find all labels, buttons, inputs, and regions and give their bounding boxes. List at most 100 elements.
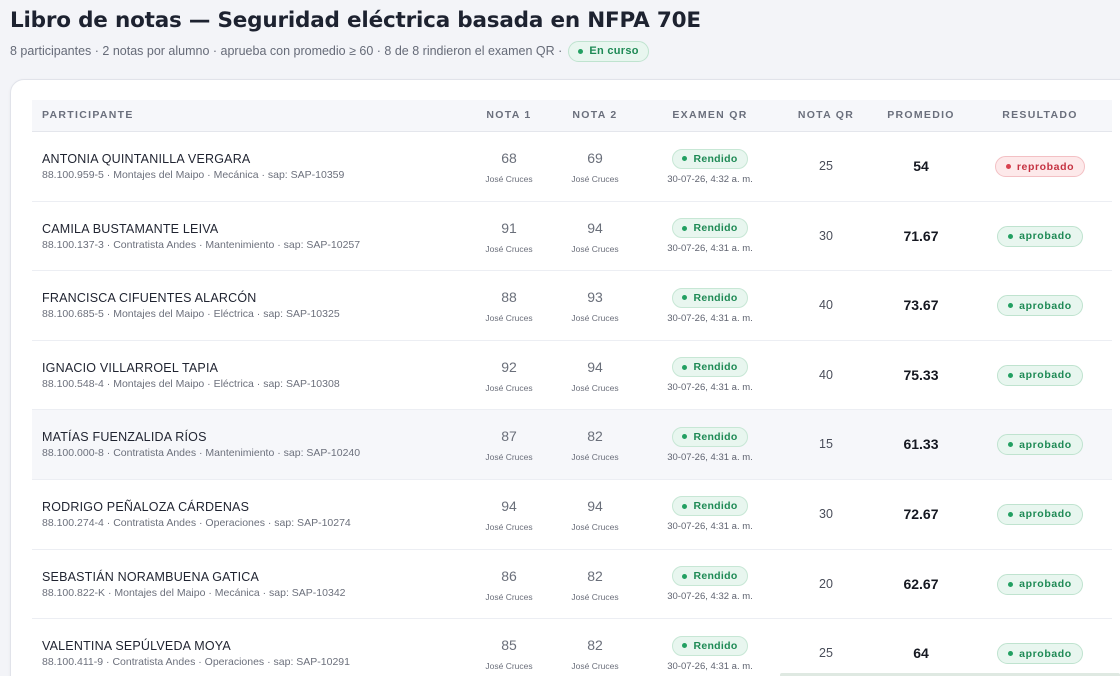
- table-row[interactable]: ANTONIA QUINTANILLA VERGARA 88.100.959-5 …: [32, 132, 1112, 202]
- col-nota2[interactable]: NOTA 2: [572, 109, 618, 121]
- grade-2-cell[interactable]: 94 José Cruces: [560, 220, 630, 254]
- status-dot-icon: [682, 573, 688, 579]
- grade-2-value[interactable]: 82: [587, 567, 603, 584]
- nota-qr-value: 25: [819, 646, 833, 661]
- grade-2-value[interactable]: 94: [587, 358, 603, 375]
- table-row[interactable]: RODRIGO PEÑALOZA CÁRDENAS 88.100.274-4 · …: [32, 480, 1112, 550]
- grade-1-value[interactable]: 87: [501, 428, 517, 445]
- participant-name[interactable]: VALENTINA SEPÚLVEDA MOYA: [42, 639, 231, 654]
- exam-status-badge: Rendido: [672, 287, 748, 308]
- participant-meta: 88.100.274-4 · Contratista Andes · Opera…: [42, 516, 351, 529]
- grade-2-cell[interactable]: 93 José Cruces: [560, 289, 630, 323]
- grade-2-cell[interactable]: 82 José Cruces: [560, 428, 630, 462]
- grade-1-value[interactable]: 86: [501, 567, 517, 584]
- participant-name[interactable]: MATÍAS FUENZALIDA RÍOS: [42, 430, 207, 445]
- col-nota-qr[interactable]: NOTA QR: [797, 109, 855, 121]
- participant-name[interactable]: CAMILA BUSTAMANTE LEIVA: [42, 221, 219, 236]
- status-dot-icon: [682, 503, 688, 509]
- exam-status-label: Rendido: [693, 361, 738, 374]
- table-header: PARTICIPANTE NOTA 1 NOTA 2 EXAMEN QR NOT…: [32, 100, 1112, 132]
- participant-name[interactable]: IGNACIO VILLARROEL TAPIA: [42, 360, 219, 375]
- grade-1-author: José Cruces: [485, 382, 533, 393]
- grade-2-value[interactable]: 93: [587, 289, 603, 306]
- exam-date: 30-07-26, 4:31 a. m.: [667, 660, 753, 672]
- table-row[interactable]: SEBASTIÁN NORAMBUENA GATICA 88.100.822-K …: [32, 550, 1112, 620]
- result-label: reprobado: [1016, 160, 1075, 173]
- grade-2-cell[interactable]: 94 José Cruces: [560, 498, 630, 532]
- grade-2-cell[interactable]: 69 José Cruces: [560, 150, 630, 184]
- col-resultado[interactable]: RESULTADO: [1002, 109, 1078, 121]
- nota-qr-value: 15: [819, 437, 833, 452]
- page-title: Libro de notas — Seguridad eléctrica bas…: [10, 8, 701, 33]
- grade-2-author: José Cruces: [571, 661, 619, 672]
- grade-1-cell[interactable]: 68 José Cruces: [474, 150, 544, 184]
- exam-status-label: Rendido: [693, 222, 738, 235]
- exam-status-label: Rendido: [693, 152, 738, 165]
- participant-name[interactable]: FRANCISCA CIFUENTES ALARCÓN: [42, 291, 257, 306]
- participant-meta: 88.100.822-K · Montajes del Maipo · Mecá…: [42, 586, 346, 599]
- grade-2-cell[interactable]: 82 José Cruces: [560, 568, 630, 602]
- bottom-toast-edge: [780, 673, 1120, 676]
- status-dot-icon: [682, 156, 688, 161]
- result-dot-icon: [1008, 511, 1014, 517]
- grade-1-cell[interactable]: 86 José Cruces: [474, 568, 544, 602]
- grade-2-author: José Cruces: [571, 521, 619, 532]
- grade-1-cell[interactable]: 94 José Cruces: [474, 498, 544, 532]
- grade-1-value[interactable]: 92: [501, 358, 517, 375]
- grade-1-cell[interactable]: 88 José Cruces: [474, 289, 544, 323]
- result-dot-icon: [1008, 442, 1014, 448]
- table-row[interactable]: FRANCISCA CIFUENTES ALARCÓN 88.100.685-5 …: [32, 271, 1112, 341]
- exam-date: 30-07-26, 4:31 a. m.: [667, 451, 753, 463]
- participant-meta: 88.100.411-9 · Contratista Andes · Opera…: [42, 656, 350, 669]
- result-cell: aprobado: [980, 225, 1100, 247]
- grade-1-value[interactable]: 68: [501, 150, 517, 166]
- exam-date: 30-07-26, 4:32 a. m.: [667, 173, 753, 185]
- grade-2-value[interactable]: 82: [587, 428, 603, 445]
- participant-name[interactable]: SEBASTIÁN NORAMBUENA GATICA: [42, 569, 260, 584]
- grade-1-cell[interactable]: 85 José Cruces: [474, 637, 544, 671]
- table-row[interactable]: CAMILA BUSTAMANTE LEIVA 88.100.137-3 · Co…: [32, 202, 1112, 272]
- col-nota1[interactable]: NOTA 1: [486, 109, 532, 121]
- col-promedio[interactable]: PROMEDIO: [887, 109, 955, 121]
- grade-1-value[interactable]: 88: [501, 289, 517, 306]
- exam-date: 30-07-26, 4:31 a. m.: [667, 243, 753, 255]
- average-value: 71.67: [903, 227, 939, 244]
- status-badge: En curso: [568, 40, 649, 62]
- grade-1-value[interactable]: 94: [501, 497, 517, 514]
- participant-name[interactable]: ANTONIA QUINTANILLA VERGARA: [42, 152, 251, 166]
- exam-qr-cell: Rendido 30-07-26, 4:31 a. m.: [650, 218, 770, 255]
- grade-1-cell[interactable]: 87 José Cruces: [474, 428, 544, 462]
- result-dot-icon: [1008, 651, 1014, 657]
- grade-2-author: José Cruces: [571, 174, 619, 184]
- status-dot-icon: [682, 364, 688, 370]
- result-label: aprobado: [1019, 647, 1072, 660]
- table-row[interactable]: IGNACIO VILLARROEL TAPIA 88.100.548-4 · M…: [32, 341, 1112, 411]
- status-dot-icon: [682, 295, 688, 301]
- average-value: 61.33: [903, 436, 939, 453]
- exam-qr-cell: Rendido 30-07-26, 4:31 a. m.: [650, 635, 770, 672]
- status-dot-icon: [682, 225, 688, 231]
- participant-name[interactable]: RODRIGO PEÑALOZA CÁRDENAS: [42, 499, 250, 514]
- result-cell: aprobado: [980, 643, 1100, 665]
- col-examen-qr[interactable]: EXAMEN QR: [672, 109, 748, 121]
- grade-1-value[interactable]: 91: [501, 219, 517, 236]
- exam-date: 30-07-26, 4:31 a. m.: [667, 382, 753, 394]
- table-row[interactable]: MATÍAS FUENZALIDA RÍOS 88.100.000-8 · Con…: [32, 410, 1112, 480]
- table-row[interactable]: VALENTINA SEPÚLVEDA MOYA 88.100.411-9 · C…: [32, 619, 1112, 676]
- result-badge: aprobado: [997, 573, 1083, 595]
- grade-1-cell[interactable]: 91 José Cruces: [474, 220, 544, 254]
- grade-2-cell[interactable]: 82 José Cruces: [560, 637, 630, 671]
- grade-2-value[interactable]: 82: [587, 637, 603, 654]
- result-dot-icon: [1008, 233, 1014, 239]
- col-participante[interactable]: PARTICIPANTE: [42, 109, 134, 121]
- grade-2-value[interactable]: 94: [587, 497, 603, 514]
- grade-1-cell[interactable]: 92 José Cruces: [474, 359, 544, 393]
- exam-status-label: Rendido: [693, 430, 738, 443]
- exam-qr-cell: Rendido 30-07-26, 4:31 a. m.: [650, 496, 770, 532]
- exam-status-label: Rendido: [693, 291, 738, 304]
- result-label: aprobado: [1019, 508, 1072, 521]
- grade-1-value[interactable]: 85: [501, 637, 517, 654]
- grade-2-value[interactable]: 94: [587, 219, 603, 236]
- grade-2-cell[interactable]: 94 José Cruces: [560, 359, 630, 393]
- grade-2-value[interactable]: 69: [587, 150, 603, 166]
